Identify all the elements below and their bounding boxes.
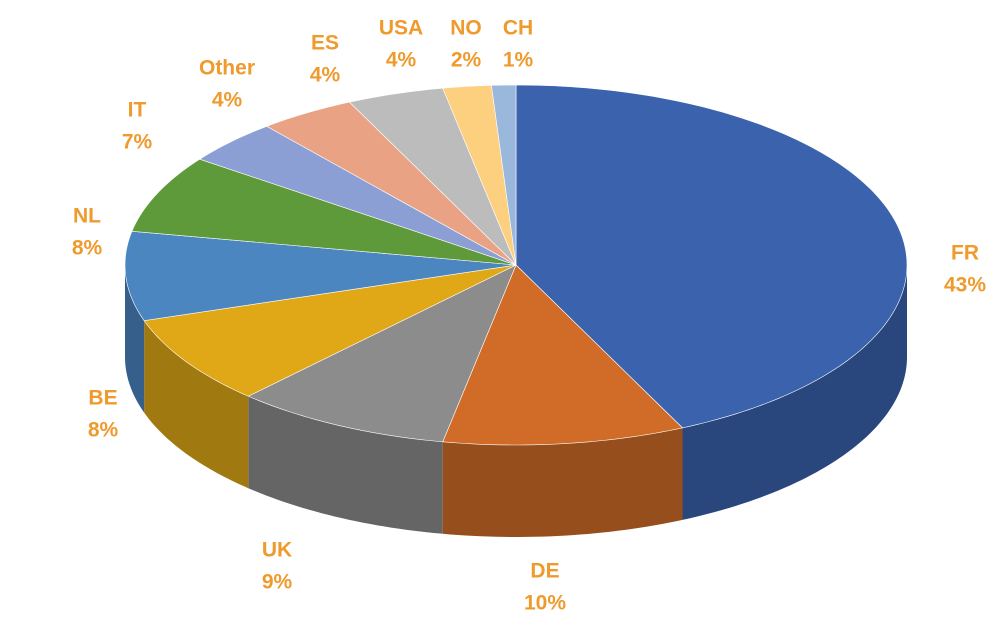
category-label: Other [199,57,255,80]
category-label: NO [450,17,482,40]
value-label: 9% [262,571,293,594]
slice-side [248,396,443,534]
value-label: 4% [386,49,417,72]
value-label: 4% [310,64,341,87]
slice [247,264,517,443]
slice [491,84,517,266]
value-label: 7% [122,131,153,154]
value-label: 8% [88,419,119,442]
category-label: USA [379,17,423,40]
slice [515,84,908,429]
value-label: 10% [524,592,566,615]
slice [348,87,517,266]
slice [198,125,517,266]
slice [442,264,684,446]
slice [442,85,517,266]
value-label: 8% [72,237,103,260]
category-label: NL [73,205,101,228]
slice-side [682,265,907,520]
category-label: IT [128,99,147,122]
category-label: FR [951,242,979,265]
slice [131,158,517,266]
slice-side [125,265,145,413]
category-label: DE [530,560,559,583]
slice-side [442,427,683,537]
value-label: 1% [503,49,534,72]
slice [124,230,517,321]
category-label: UK [262,539,292,562]
value-label: 43% [944,274,986,297]
category-label: BE [88,387,117,410]
slice-side [144,320,249,489]
value-label: 4% [212,89,243,112]
value-label: 2% [451,49,482,72]
slice [266,101,517,266]
slice [143,264,517,397]
category-label: CH [503,17,533,40]
category-label: ES [311,32,339,55]
